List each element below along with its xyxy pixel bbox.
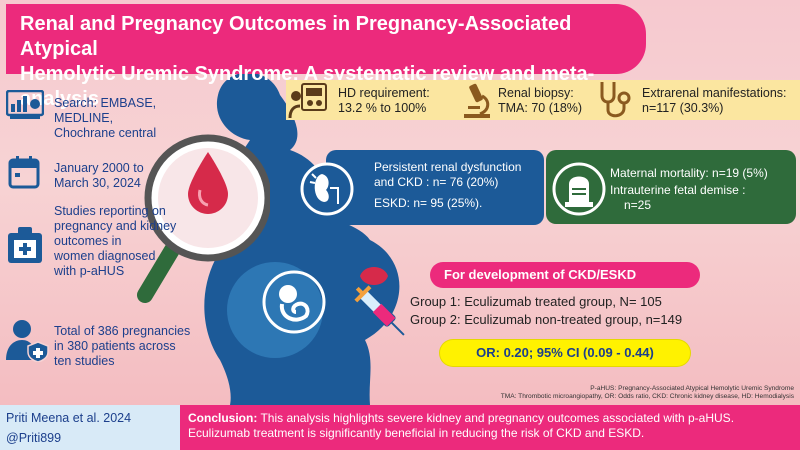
dialysis-icon bbox=[288, 83, 327, 119]
page-title: Renal and Pregnancy Outcomes in Pregnanc… bbox=[6, 4, 646, 110]
total-line: in 380 patients across bbox=[54, 339, 176, 353]
dashboard-icon bbox=[6, 90, 44, 119]
renal-line: and CKD : n= 76 (20%) bbox=[374, 175, 499, 189]
ckd-heading: For development of CKD/ESKD bbox=[430, 262, 700, 288]
conclusion-box: Conclusion: This analysis highlights sev… bbox=[180, 405, 800, 450]
blood-drop-icon bbox=[360, 267, 388, 285]
abbr-line: TMA: Thrombotic microangiopathy, OR: Odd… bbox=[500, 393, 794, 400]
abbreviations: P-aHUS: Pregnancy-Associated Atypical He… bbox=[501, 385, 794, 401]
studies-text: Studies reporting on pregnancy and kidne… bbox=[54, 204, 176, 279]
hd-label: HD requirement: bbox=[338, 86, 430, 100]
author-box: Priti Meena et al. 2024 @Priti899 bbox=[0, 405, 180, 450]
renal-line: ESKD: n= 95 (25%). bbox=[374, 196, 483, 210]
title-line-1: Renal and Pregnancy Outcomes in Pregnanc… bbox=[20, 13, 572, 60]
blood-drop-icon bbox=[188, 152, 228, 214]
hd-requirement: HD requirement: 13.2 % to 100% bbox=[338, 86, 430, 116]
date-line: January 2000 to bbox=[54, 161, 144, 175]
total-line: ten studies bbox=[54, 354, 115, 368]
conclusion-line-2: Eculizumab treatment is significantly be… bbox=[188, 426, 645, 440]
twitter-handle[interactable]: @Priti899 bbox=[6, 431, 62, 445]
maternal-line: Maternal mortality: n=19 (5%) bbox=[610, 166, 768, 180]
syringe-icon bbox=[354, 285, 405, 336]
document-icon bbox=[8, 227, 42, 263]
tombstone-icon bbox=[552, 162, 606, 216]
conclusion-label: Conclusion: bbox=[188, 411, 258, 425]
studies-line: outcomes in bbox=[54, 234, 122, 248]
studies-line: Studies reporting on bbox=[54, 204, 166, 218]
search-line: Search: EMBASE, bbox=[54, 96, 157, 110]
conclusion-line-1: Conclusion: This analysis highlights sev… bbox=[188, 411, 792, 426]
kidney-icon bbox=[300, 162, 354, 216]
calendar-icon bbox=[8, 156, 40, 189]
renal-dysfunction-box: Persistent renal dysfunction and CKD : n… bbox=[326, 150, 544, 225]
maternal-line: Intrauterine fetal demise : bbox=[610, 183, 746, 197]
stethoscope-icon bbox=[600, 82, 631, 118]
renal-box-text: Persistent renal dysfunction and CKD : n… bbox=[374, 160, 521, 211]
abbr-line: P-aHUS: Pregnancy-Associated Atypical He… bbox=[590, 385, 794, 392]
total-line: Total of 386 pregnancies bbox=[54, 324, 191, 338]
group-2: Group 2: Eculizumab non-treated group, n… bbox=[410, 312, 683, 327]
stats-bar bbox=[286, 80, 800, 120]
extrarenal-label: Extrarenal manifestations: bbox=[642, 86, 787, 100]
studies-line: pregnancy and kidney bbox=[54, 219, 177, 233]
search-line: MEDLINE, bbox=[54, 111, 114, 125]
maternal-mortality-box: Maternal mortality: n=19 (5%) Intrauteri… bbox=[546, 150, 796, 224]
studies-line: with p-aHUS bbox=[54, 264, 125, 278]
renal-biopsy: Renal biopsy: TMA: 70 (18%) bbox=[498, 86, 582, 116]
date-range-text: January 2000 to March 30, 2024 bbox=[54, 161, 144, 191]
maternal-line: n=25 bbox=[624, 198, 652, 212]
maternal-box-text: Maternal mortality: n=19 (5%) Intrauteri… bbox=[610, 166, 768, 213]
microscope-icon bbox=[464, 83, 490, 118]
fetus-icon bbox=[262, 270, 326, 334]
patient-icon bbox=[6, 320, 49, 362]
group-list: Group 1: Eculizumab treated group, N= 10… bbox=[410, 294, 682, 328]
total-text: Total of 386 pregnancies in 380 patients… bbox=[54, 324, 190, 369]
extrarenal-manifestations: Extrarenal manifestations: n=117 (30.3%) bbox=[642, 86, 787, 116]
date-line: March 30, 2024 bbox=[54, 176, 141, 190]
renal-line: Persistent renal dysfunction bbox=[374, 160, 522, 174]
group-1: Group 1: Eculizumab treated group, N= 10… bbox=[410, 294, 662, 309]
extrarenal-value: n=117 (30.3%) bbox=[642, 101, 724, 115]
author: Priti Meena et al. 2024 bbox=[6, 411, 132, 425]
search-text: Search: EMBASE, MEDLINE, Chochrane centr… bbox=[54, 96, 156, 141]
biopsy-value: TMA: 70 (18%) bbox=[498, 101, 583, 115]
hd-value: 13.2 % to 100% bbox=[338, 101, 427, 115]
odds-ratio: OR: 0.20; 95% CI (0.09 - 0.44) bbox=[440, 340, 690, 366]
biopsy-label: Renal biopsy: bbox=[498, 86, 574, 100]
studies-line: women diagnosed bbox=[54, 249, 156, 263]
conclusion-text: This analysis highlights severe kidney a… bbox=[257, 411, 735, 425]
search-line: Chochrane central bbox=[54, 126, 157, 140]
